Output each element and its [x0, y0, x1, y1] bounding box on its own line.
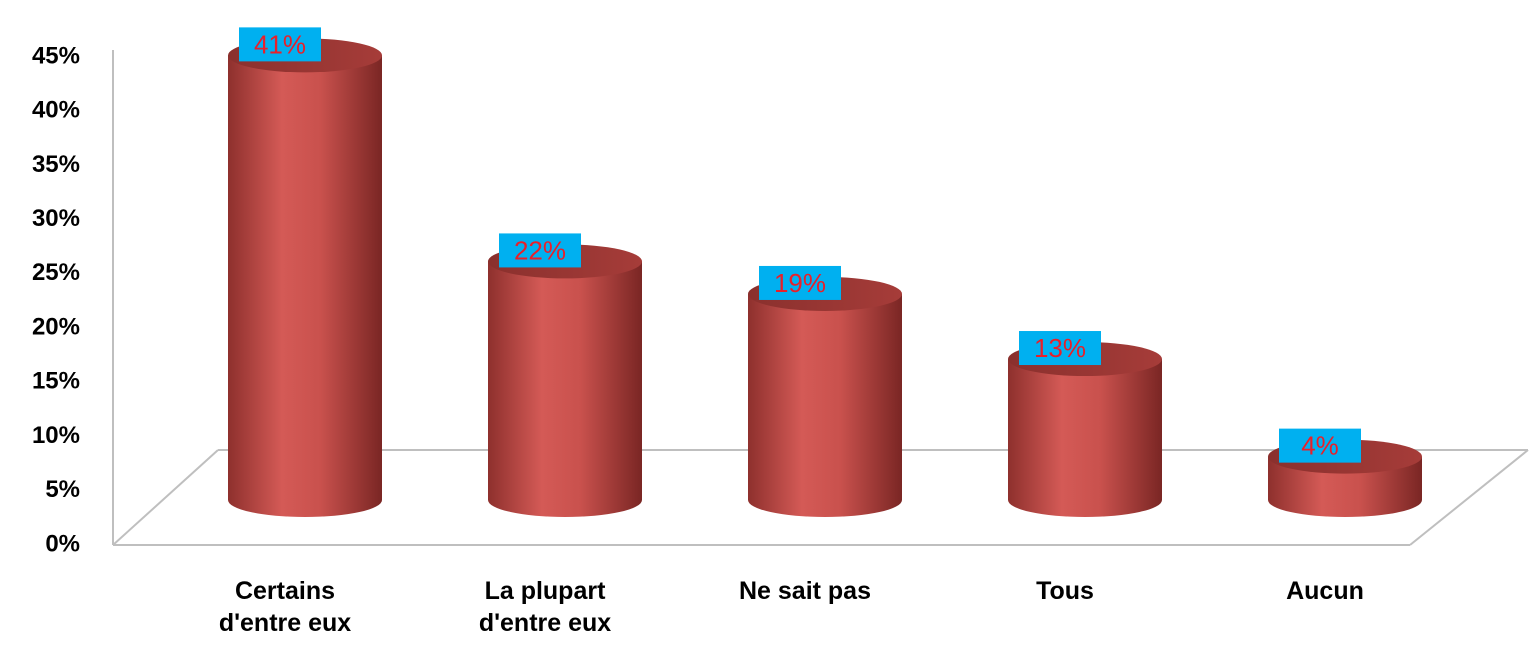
data-label: 13%	[1034, 333, 1086, 363]
cylinder: 13%	[1008, 331, 1162, 517]
y-tick-label: 15%	[32, 368, 80, 395]
bar	[228, 55, 382, 517]
y-tick-label: 40%	[32, 97, 80, 124]
y-tick-label: 35%	[32, 151, 80, 178]
y-tick-label: 45%	[32, 42, 80, 69]
x-tick-label: Certains d'entre eux	[218, 577, 352, 637]
y-tick-label: 5%	[45, 476, 80, 503]
bar	[488, 261, 642, 517]
x-tick-label: Tous	[1036, 577, 1094, 605]
y-tick-label: 0%	[45, 530, 80, 557]
x-tick-label: La plupart d'entre eux	[478, 577, 612, 637]
data-label: 22%	[514, 235, 566, 265]
bar	[1268, 456, 1422, 517]
cylinder: 41%	[228, 27, 382, 517]
data-label-box	[499, 233, 581, 268]
y-tick-label: 10%	[32, 422, 80, 449]
y-tick-label: 25%	[32, 259, 80, 286]
bar	[748, 293, 902, 517]
data-label-box	[1279, 428, 1361, 463]
cylinder: 22%	[488, 233, 642, 517]
data-label: 41%	[254, 29, 306, 59]
data-label-box	[239, 27, 321, 62]
data-label-box	[1019, 331, 1101, 366]
cylinder: 19%	[748, 265, 902, 517]
data-label: 19%	[774, 268, 826, 298]
x-tick-label: Aucun	[1286, 577, 1364, 605]
y-tick-label: 20%	[32, 313, 80, 340]
data-label: 4%	[1301, 430, 1339, 460]
y-tick-label: 30%	[32, 205, 80, 232]
x-tick-label: Ne sait pas	[738, 577, 871, 605]
bar	[1008, 359, 1162, 517]
cylinder: 4%	[1268, 428, 1422, 517]
data-label-box	[759, 265, 841, 300]
